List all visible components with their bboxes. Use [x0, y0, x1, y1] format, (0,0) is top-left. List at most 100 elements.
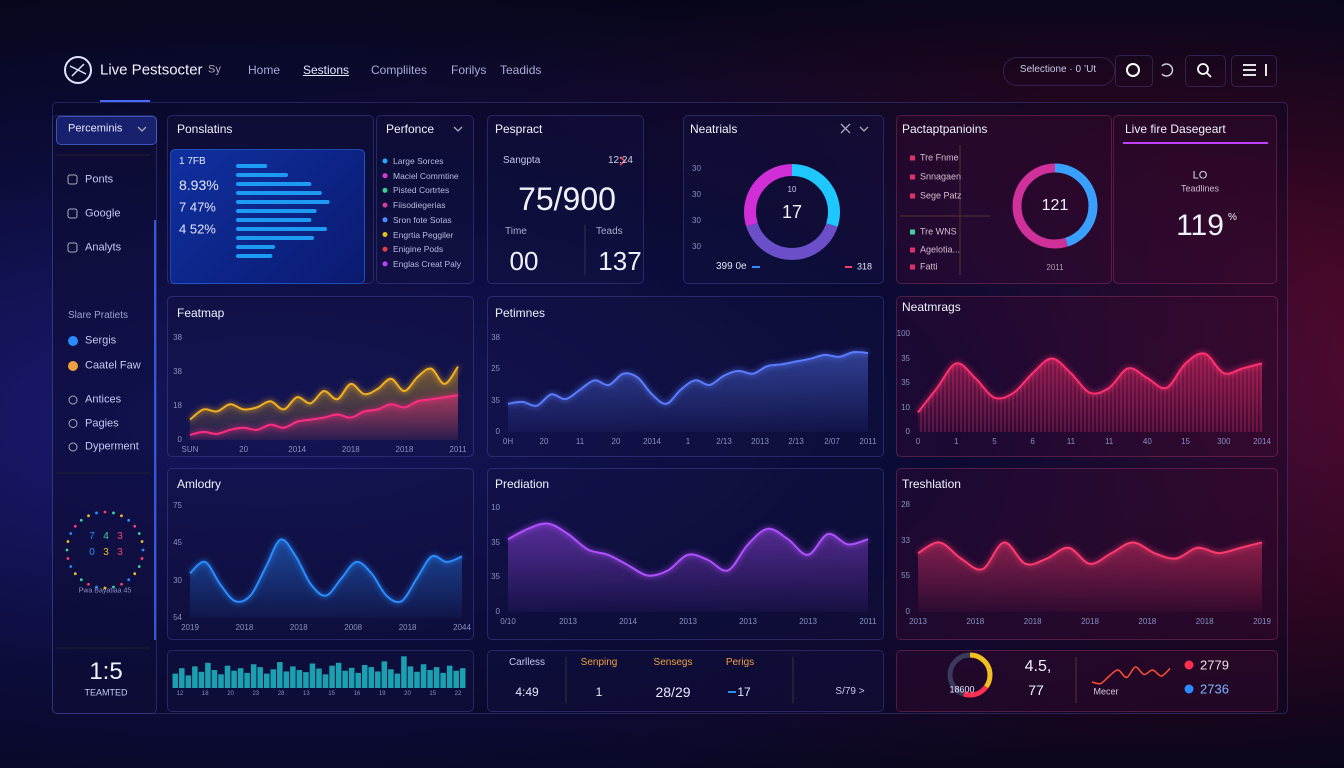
bar — [250, 664, 257, 688]
x-label: 2018 — [289, 623, 308, 632]
bar — [237, 668, 244, 688]
label: Mecer — [1093, 686, 1119, 697]
label: 12:24 — [607, 155, 633, 166]
bar — [263, 673, 270, 688]
legend-item: Enigine Pods — [393, 243, 444, 254]
x-label: 2019 — [1253, 617, 1271, 626]
panel-title: Treshlation — [902, 477, 961, 491]
selector[interactable] — [1003, 57, 1115, 86]
panel — [487, 115, 644, 284]
dial-dot — [87, 514, 90, 518]
dial-dot — [79, 518, 83, 522]
menu-item[interactable]: Caatel Faw — [85, 359, 141, 372]
menu-item[interactable]: Dyperment — [85, 440, 139, 453]
legend-dot — [910, 155, 915, 161]
nav-link[interactable]: Compliites — [371, 63, 428, 77]
x-label: 40 — [1142, 437, 1152, 446]
dial-dot — [66, 557, 70, 560]
dial-dot — [112, 585, 115, 589]
bar — [283, 671, 290, 688]
nav-link[interactable]: Home — [248, 63, 281, 77]
legend-item: Large Sorces — [393, 155, 444, 166]
y-label: 33 — [901, 535, 910, 545]
dial-dot — [69, 532, 73, 535]
dial-dot — [137, 565, 141, 568]
x-label: 11 — [575, 437, 585, 446]
bar — [446, 665, 453, 688]
x-label: 15 — [1181, 437, 1190, 446]
bar — [192, 666, 198, 688]
x-label: 2018 — [341, 445, 360, 454]
dropdown[interactable] — [56, 116, 157, 145]
menu-item[interactable]: Sergis — [85, 334, 117, 347]
nav-link[interactable]: Forilys — [451, 63, 487, 77]
legend-item: Englas Creat Paly — [393, 258, 462, 269]
legend-dot — [382, 187, 388, 193]
y-label: 0 — [495, 607, 500, 616]
label: 77 — [1028, 682, 1044, 698]
y-label: 0 — [495, 427, 500, 436]
menu-item[interactable]: Pagies — [85, 417, 119, 429]
menu-item[interactable]: Ponts — [85, 173, 114, 186]
bar — [453, 670, 459, 688]
icon-button[interactable] — [1115, 55, 1153, 87]
x-label: 2011 — [449, 445, 467, 454]
x-label: 20 — [611, 437, 621, 446]
x-label: 19 — [378, 691, 386, 697]
bar — [236, 173, 288, 177]
dial-dot — [112, 511, 115, 515]
selector-text: Selectione · 0 ’Ut — [1019, 64, 1097, 75]
menu-item[interactable]: Analyts — [85, 241, 122, 254]
nav-link[interactable]: Teadids — [500, 63, 542, 77]
icon-button[interactable] — [1231, 55, 1277, 87]
x-label: 2013 — [799, 617, 817, 626]
bar — [236, 191, 322, 195]
bar — [316, 668, 322, 688]
line — [917, 541, 1263, 571]
line — [507, 522, 869, 577]
legend-item: Engrtia Peggiler — [393, 229, 454, 240]
panel-title: Pactaptpanioins — [902, 122, 988, 136]
x-label: 0/10 — [500, 617, 516, 626]
legend-dot — [910, 247, 915, 253]
bar — [401, 656, 407, 688]
menu-item[interactable]: Google — [85, 207, 121, 220]
x-label: 11 — [1104, 437, 1114, 446]
x-label: 28 — [277, 691, 285, 697]
bar — [179, 668, 185, 688]
bar — [172, 673, 179, 688]
label: 119 — [1176, 209, 1224, 242]
y-label: 35 — [491, 395, 500, 405]
label: 4:49 — [515, 685, 539, 699]
link[interactable]: S/79 > — [835, 686, 865, 697]
bar — [322, 674, 329, 688]
legend-dot — [382, 232, 388, 237]
dial-dot — [127, 578, 131, 582]
label: Senping — [580, 657, 618, 668]
dial-dot — [140, 557, 144, 560]
donut-segment — [744, 164, 840, 260]
icon — [68, 419, 78, 428]
x-label: 2018 — [966, 617, 985, 626]
menu-item[interactable]: Antices — [85, 393, 122, 406]
icon-button[interactable] — [1185, 55, 1226, 87]
legend-dot — [382, 246, 388, 252]
label: 7 47% — [179, 199, 216, 215]
y-label: 35 — [491, 572, 500, 582]
legend-item: Tre WNS — [920, 226, 957, 237]
bar — [381, 661, 388, 688]
label: 7 — [89, 531, 95, 542]
x-label: 2014 — [1253, 437, 1271, 446]
legend-dot — [910, 229, 915, 235]
bar — [236, 209, 317, 213]
label: 75/900 — [518, 181, 616, 217]
dial-dot — [141, 548, 145, 552]
nav-link[interactable]: Sestions — [303, 63, 350, 77]
label: 30 — [692, 164, 701, 173]
bar — [236, 218, 312, 222]
x-label: 2014 — [643, 437, 661, 446]
dropdown-label[interactable]: Perceminis — [68, 122, 123, 135]
x-label: 2013 — [739, 617, 757, 626]
dial-dot — [73, 524, 77, 528]
bar — [361, 664, 368, 688]
